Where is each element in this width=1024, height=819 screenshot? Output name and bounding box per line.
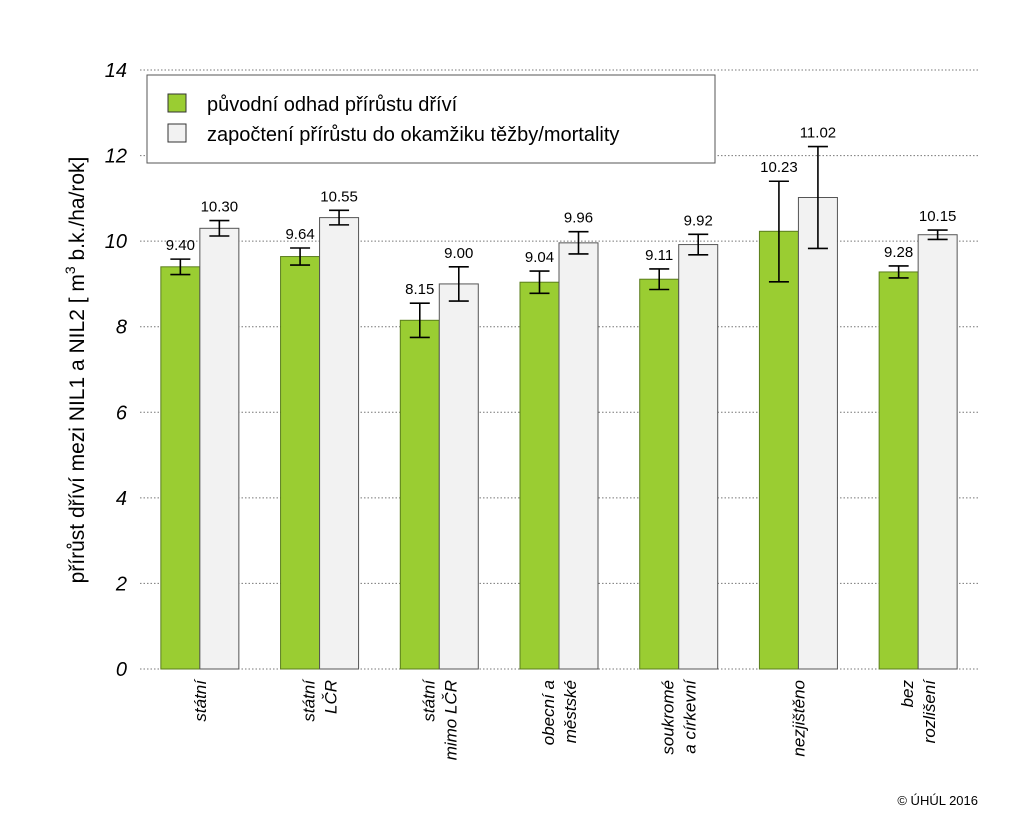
data-labels: 9.40 10.30 9.64 10.55 8.15 9.00 9.04 9.96 9.11 9.…: [166, 125, 957, 299]
category-label-line: státní: [419, 678, 438, 722]
y-tick-label: 12: [105, 146, 127, 168]
category-label: obecní a městské: [539, 680, 580, 745]
data-label: 9.40: [166, 237, 195, 254]
bar-original: [878, 271, 919, 670]
y-tick-label: 10: [105, 231, 127, 253]
bar-original: [639, 278, 680, 670]
data-label: 9.04: [525, 249, 554, 266]
bars: [160, 197, 958, 670]
category-label: státní mimo LČR: [419, 678, 460, 761]
category-label: nezjištěno: [789, 680, 808, 757]
data-label: 9.11: [645, 247, 673, 264]
data-label: 9.00: [444, 245, 473, 262]
data-label: 9.64: [285, 226, 314, 243]
category-label: bez rozlišení: [898, 678, 939, 744]
category-label-line: obecní a: [539, 680, 558, 745]
legend-label-adjusted: započtení přírůstu do okamžiku těžby/mor…: [207, 124, 619, 146]
category-label-line: rozlišení: [920, 678, 939, 744]
bar-adjusted: [438, 283, 479, 670]
category-label-text: státní LČR: [300, 678, 341, 722]
bar-adjusted: [678, 244, 719, 670]
bar-adjusted: [319, 217, 360, 670]
y-tick-label: 2: [115, 573, 127, 595]
category-label-text: soukromé a církevní: [659, 678, 700, 755]
category-label-line: státní: [300, 678, 319, 722]
data-label: 10.30: [201, 199, 239, 216]
y-axis-label: přírůst dříví mezi NIL1 a NIL2 [ m3 b.k.…: [62, 157, 89, 584]
legend-label-original: původní odhad přírůstu dříví: [207, 94, 458, 116]
error-bars: [170, 145, 948, 339]
category-label-line: státní: [191, 678, 210, 722]
data-label: 9.28: [884, 244, 913, 261]
data-label: 10.23: [760, 159, 798, 176]
category-label-line: městské: [561, 680, 580, 743]
legend-swatch-original: [167, 93, 187, 113]
data-label: 8.15: [405, 281, 434, 298]
bar-original: [280, 256, 321, 670]
data-label: 9.96: [564, 210, 593, 227]
category-label-text: bez rozlišení: [898, 678, 939, 744]
legend: původní odhad přírůstu dříví započtení p…: [146, 74, 716, 164]
category-label-text: nezjištěno: [789, 680, 808, 757]
data-label: 10.15: [919, 208, 957, 225]
category-label-line: a církevní: [681, 678, 700, 754]
y-tick-label: 0: [116, 659, 127, 681]
category-label: státní: [191, 678, 210, 722]
category-label-line: bez: [898, 680, 917, 708]
legend-box: [146, 74, 716, 164]
legend-swatch-adjusted: [167, 123, 187, 143]
bar-original: [399, 319, 440, 670]
category-label-text: státní: [191, 678, 210, 722]
bar-original: [519, 281, 560, 670]
copyright-text: © ÚHÚL 2016: [897, 793, 978, 808]
bar-adjusted: [797, 197, 838, 670]
category-labels: státní státní LČR státní mimo LČR obecní a měs…: [191, 678, 939, 761]
category-label-line: mimo LČR: [441, 680, 460, 760]
y-axis-ticks: 0 2 4 6 8 10 12 14: [105, 60, 128, 681]
y-tick-label: 8: [116, 317, 127, 339]
bar-adjusted: [917, 234, 958, 670]
bar-adjusted: [558, 242, 599, 670]
bar-original: [160, 266, 201, 670]
data-label: 9.92: [684, 212, 713, 229]
data-label: 10.55: [320, 188, 358, 205]
bar-original: [758, 230, 799, 670]
y-tick-label: 6: [116, 402, 128, 424]
category-label-text: státní mimo LČR: [419, 678, 460, 761]
y-tick-label: 14: [105, 60, 127, 82]
bar-adjusted: [199, 227, 240, 670]
category-label-line: LČR: [322, 680, 341, 714]
category-label-line: nezjištěno: [789, 680, 808, 757]
category-label: soukromé a církevní: [659, 678, 700, 755]
category-label-line: soukromé: [659, 680, 678, 755]
data-label: 11.02: [800, 125, 836, 142]
category-label: státní LČR: [300, 678, 341, 722]
category-label-text: obecní a městské: [539, 680, 580, 745]
y-tick-label: 4: [116, 488, 127, 510]
